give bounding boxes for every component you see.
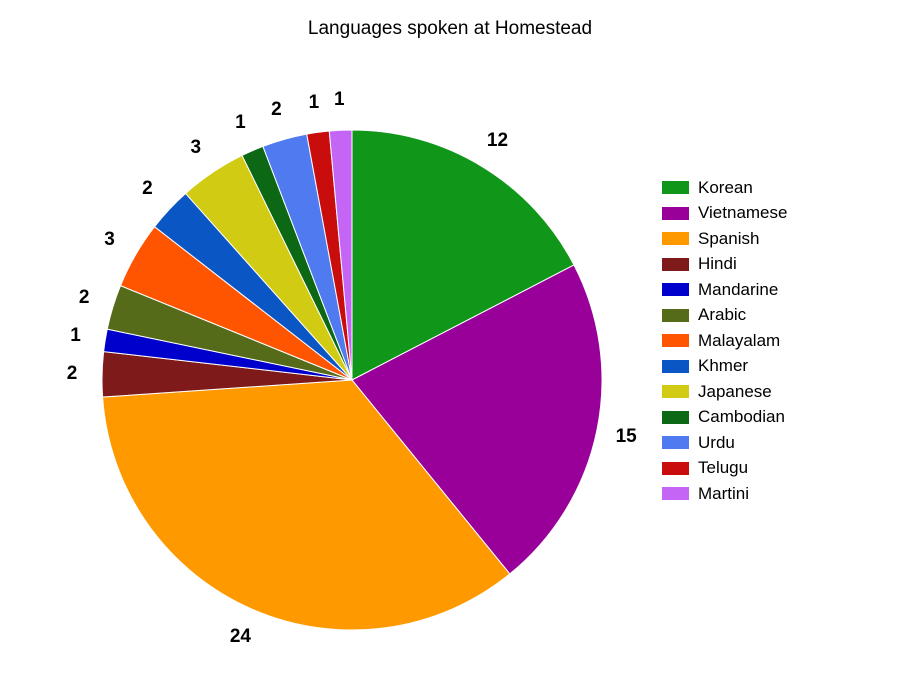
legend-swatch <box>662 385 689 398</box>
legend-swatch <box>662 411 689 424</box>
legend-swatch <box>662 334 689 347</box>
legend-item: Korean <box>662 175 787 201</box>
legend-item: Mandarine <box>662 277 787 303</box>
slice-value-label: 12 <box>487 130 508 152</box>
legend-label: Vietnamese <box>698 203 787 223</box>
chart-title: Languages spoken at Homestead <box>0 18 900 40</box>
legend-item: Hindi <box>662 252 787 278</box>
legend-swatch <box>662 258 689 271</box>
legend-swatch <box>662 181 689 194</box>
legend-label: Mandarine <box>698 280 778 300</box>
legend-label: Hindi <box>698 254 737 274</box>
slice-value-label: 2 <box>67 363 78 385</box>
legend-label: Malayalam <box>698 331 780 351</box>
slice-value-label: 1 <box>235 112 246 134</box>
legend-label: Martini <box>698 484 749 504</box>
legend-item: Martini <box>662 481 787 507</box>
legend-label: Spanish <box>698 229 759 249</box>
legend-item: Japanese <box>662 379 787 405</box>
legend-swatch <box>662 487 689 500</box>
slice-value-label: 2 <box>271 99 282 121</box>
legend-swatch <box>662 283 689 296</box>
legend-item: Arabic <box>662 303 787 329</box>
legend-swatch <box>662 207 689 220</box>
legend-swatch <box>662 436 689 449</box>
legend-label: Urdu <box>698 433 735 453</box>
legend-label: Cambodian <box>698 407 785 427</box>
legend-item: Urdu <box>662 430 787 456</box>
chart-container: Languages spoken at Homestead Korean Viet… <box>0 0 900 694</box>
slice-value-label: 1 <box>334 89 345 111</box>
legend-label: Telugu <box>698 458 748 478</box>
legend: Korean Vietnamese Spanish Hindi Mandarine Ara… <box>662 175 787 507</box>
slice-value-label: 24 <box>230 626 251 648</box>
slice-value-label: 15 <box>616 426 637 448</box>
legend-swatch <box>662 232 689 245</box>
slice-value-label: 2 <box>79 287 90 309</box>
slice-value-label: 3 <box>104 229 115 251</box>
legend-item: Cambodian <box>662 405 787 431</box>
legend-swatch <box>662 309 689 322</box>
legend-item: Malayalam <box>662 328 787 354</box>
legend-item: Khmer <box>662 354 787 380</box>
slice-value-label: 3 <box>190 137 201 159</box>
legend-item: Spanish <box>662 226 787 252</box>
pie-chart <box>90 75 614 655</box>
slice-value-label: 1 <box>309 92 320 114</box>
legend-label: Korean <box>698 178 753 198</box>
legend-swatch <box>662 462 689 475</box>
legend-label: Japanese <box>698 382 772 402</box>
legend-item: Telugu <box>662 456 787 482</box>
legend-swatch <box>662 360 689 373</box>
legend-label: Arabic <box>698 305 746 325</box>
legend-label: Khmer <box>698 356 748 376</box>
slice-value-label: 2 <box>142 178 153 200</box>
slice-value-label: 1 <box>70 325 81 347</box>
legend-item: Vietnamese <box>662 201 787 227</box>
